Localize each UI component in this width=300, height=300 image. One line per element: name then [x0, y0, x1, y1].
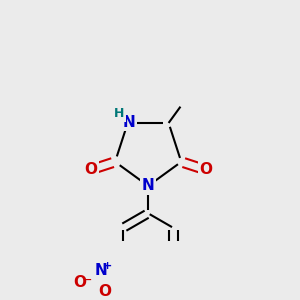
Text: O: O	[74, 274, 86, 290]
Text: O: O	[84, 162, 97, 177]
Text: +: +	[102, 260, 112, 271]
Text: H: H	[114, 107, 125, 120]
Text: N: N	[142, 178, 155, 194]
Text: N: N	[94, 262, 107, 278]
Text: O: O	[199, 162, 212, 177]
Text: O: O	[98, 284, 111, 299]
Text: N: N	[122, 115, 135, 130]
Text: −: −	[82, 275, 92, 285]
